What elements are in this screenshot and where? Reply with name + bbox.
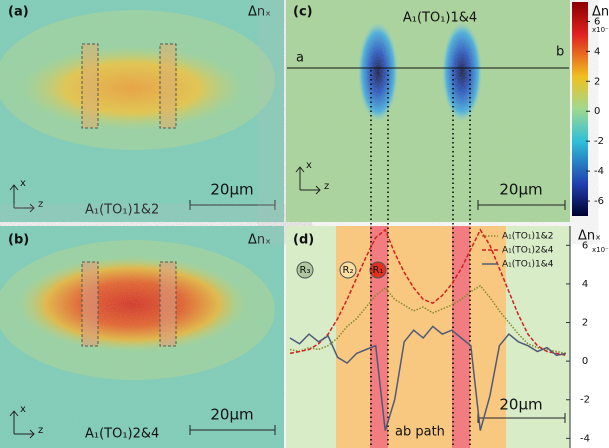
panel-a: (a) Δnₓ 20μm A₁(TO₁)1&2 x z	[0, 0, 284, 222]
panel-label: (b)	[8, 233, 29, 248]
y-tick-label: 4	[582, 279, 588, 290]
colorbar-tick-label: 2	[594, 76, 600, 87]
panel-c: (c) A₁(TO₁)1&4 a b 20μm x z	[286, 0, 570, 222]
scale-bar-label: 20μm	[499, 396, 542, 414]
colorbar-tick-label: 6	[594, 16, 600, 27]
colorbar-tick-label: 4	[594, 46, 600, 57]
region-label: R₃	[300, 265, 311, 276]
x-axis-label: ab path	[395, 425, 445, 440]
series-line	[289, 284, 567, 355]
colorbar: Δnₓ x10⁻³	[572, 2, 609, 216]
legend-label: A₁(TO₁)1&4	[502, 260, 554, 270]
legend-label: A₁(TO₁)2&4	[502, 246, 554, 256]
panel-label: (d)	[293, 233, 314, 248]
quantity: Δnₓ	[248, 5, 271, 20]
region-label: R₁	[373, 265, 384, 276]
y-tick-label: 6	[582, 240, 588, 251]
axis-z: z	[324, 181, 329, 192]
guide-lines	[370, 70, 471, 448]
axis-x: x	[20, 178, 26, 189]
panel-label: (c)	[293, 5, 313, 20]
series-line	[289, 325, 567, 431]
axis-x: x	[306, 160, 312, 171]
caption: A₁(TO₁)2&4	[85, 427, 159, 442]
path-end: b	[556, 45, 564, 60]
scale-bar-label: 20μm	[210, 406, 253, 424]
panel-label: (a)	[8, 5, 29, 20]
path-start: a	[296, 51, 304, 66]
colorbar-multiplier: x10⁻³	[592, 26, 609, 34]
colorbar-tick-label: -2	[594, 136, 604, 147]
y-tick-label: -4	[580, 433, 590, 444]
axis-z: z	[38, 199, 43, 210]
y-axis-label: Δnₓ	[578, 229, 601, 244]
colorbar-tick-label: 0	[594, 106, 600, 117]
scale-bar-label: 20μm	[210, 181, 253, 199]
y-tick-label: 0	[582, 356, 588, 367]
quantity: Δnₓ	[248, 233, 271, 248]
y-tick-label: -2	[580, 395, 590, 406]
legend-label: A₁(TO₁)1&2	[502, 232, 553, 242]
caption: A₁(TO₁)1&2	[85, 203, 159, 218]
region-label: R₂	[343, 265, 354, 276]
axis-z: z	[38, 425, 43, 436]
colorbar-label: Δnₓ	[592, 5, 609, 20]
colorbar-tick-label: -4	[594, 166, 604, 177]
caption: A₁(TO₁)1&4	[403, 11, 477, 26]
y-multiplier: x10⁻³	[592, 246, 609, 254]
series-line	[289, 228, 567, 357]
axis-x: x	[20, 404, 26, 415]
colorbar-tick-label: -6	[594, 196, 604, 207]
scale-bar-label: 20μm	[499, 181, 542, 199]
panel-b: (b) Δnₓ 20μm A₁(TO₁)2&4 x z	[0, 226, 284, 448]
panel-d: R₃ R₂ R₁ (d) ab path 20μm Δnₓ x10⁻³	[286, 226, 609, 448]
y-tick-label: 2	[582, 318, 588, 329]
